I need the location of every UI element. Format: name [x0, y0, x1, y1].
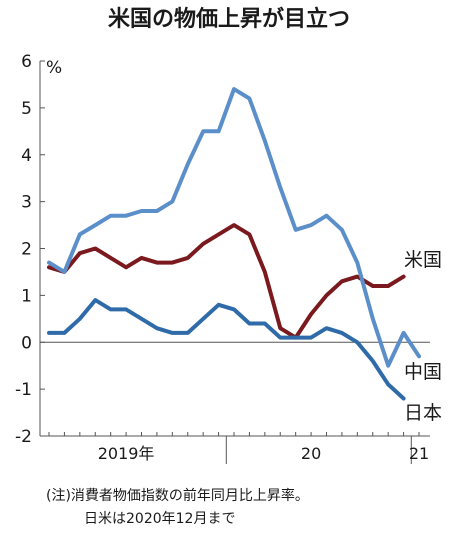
y-tick-label: 5	[21, 99, 32, 119]
series-label: 日本	[404, 402, 442, 424]
chart-note-line-1: (注)消費者物価指数の前年同月比上昇率。	[46, 487, 309, 504]
series-label: 米国	[404, 249, 442, 271]
x-tick-label: 20	[301, 444, 321, 463]
y-tick-label: 0	[21, 333, 32, 353]
y-unit-label: %	[46, 58, 62, 78]
chart-title: 米国の物価上昇が目立つ	[108, 6, 350, 32]
series-label: 中国	[404, 361, 442, 383]
y-tick-label: -2	[15, 427, 32, 447]
x-tick-label: 21	[409, 444, 429, 463]
y-tick-label: -1	[15, 380, 32, 400]
y-tick-label: 3	[21, 193, 32, 213]
series-line	[47, 223, 406, 340]
series-line	[47, 87, 421, 368]
y-tick-label: 2	[21, 240, 32, 260]
chart-note-line-2: 日米は2020年12月まで	[84, 511, 235, 527]
y-tick-label: 6	[21, 52, 32, 72]
y-tick-label: 1	[21, 286, 32, 306]
series-line	[47, 298, 406, 401]
x-tick-label: 2019年	[98, 444, 155, 463]
y-tick-label: 4	[21, 146, 32, 166]
